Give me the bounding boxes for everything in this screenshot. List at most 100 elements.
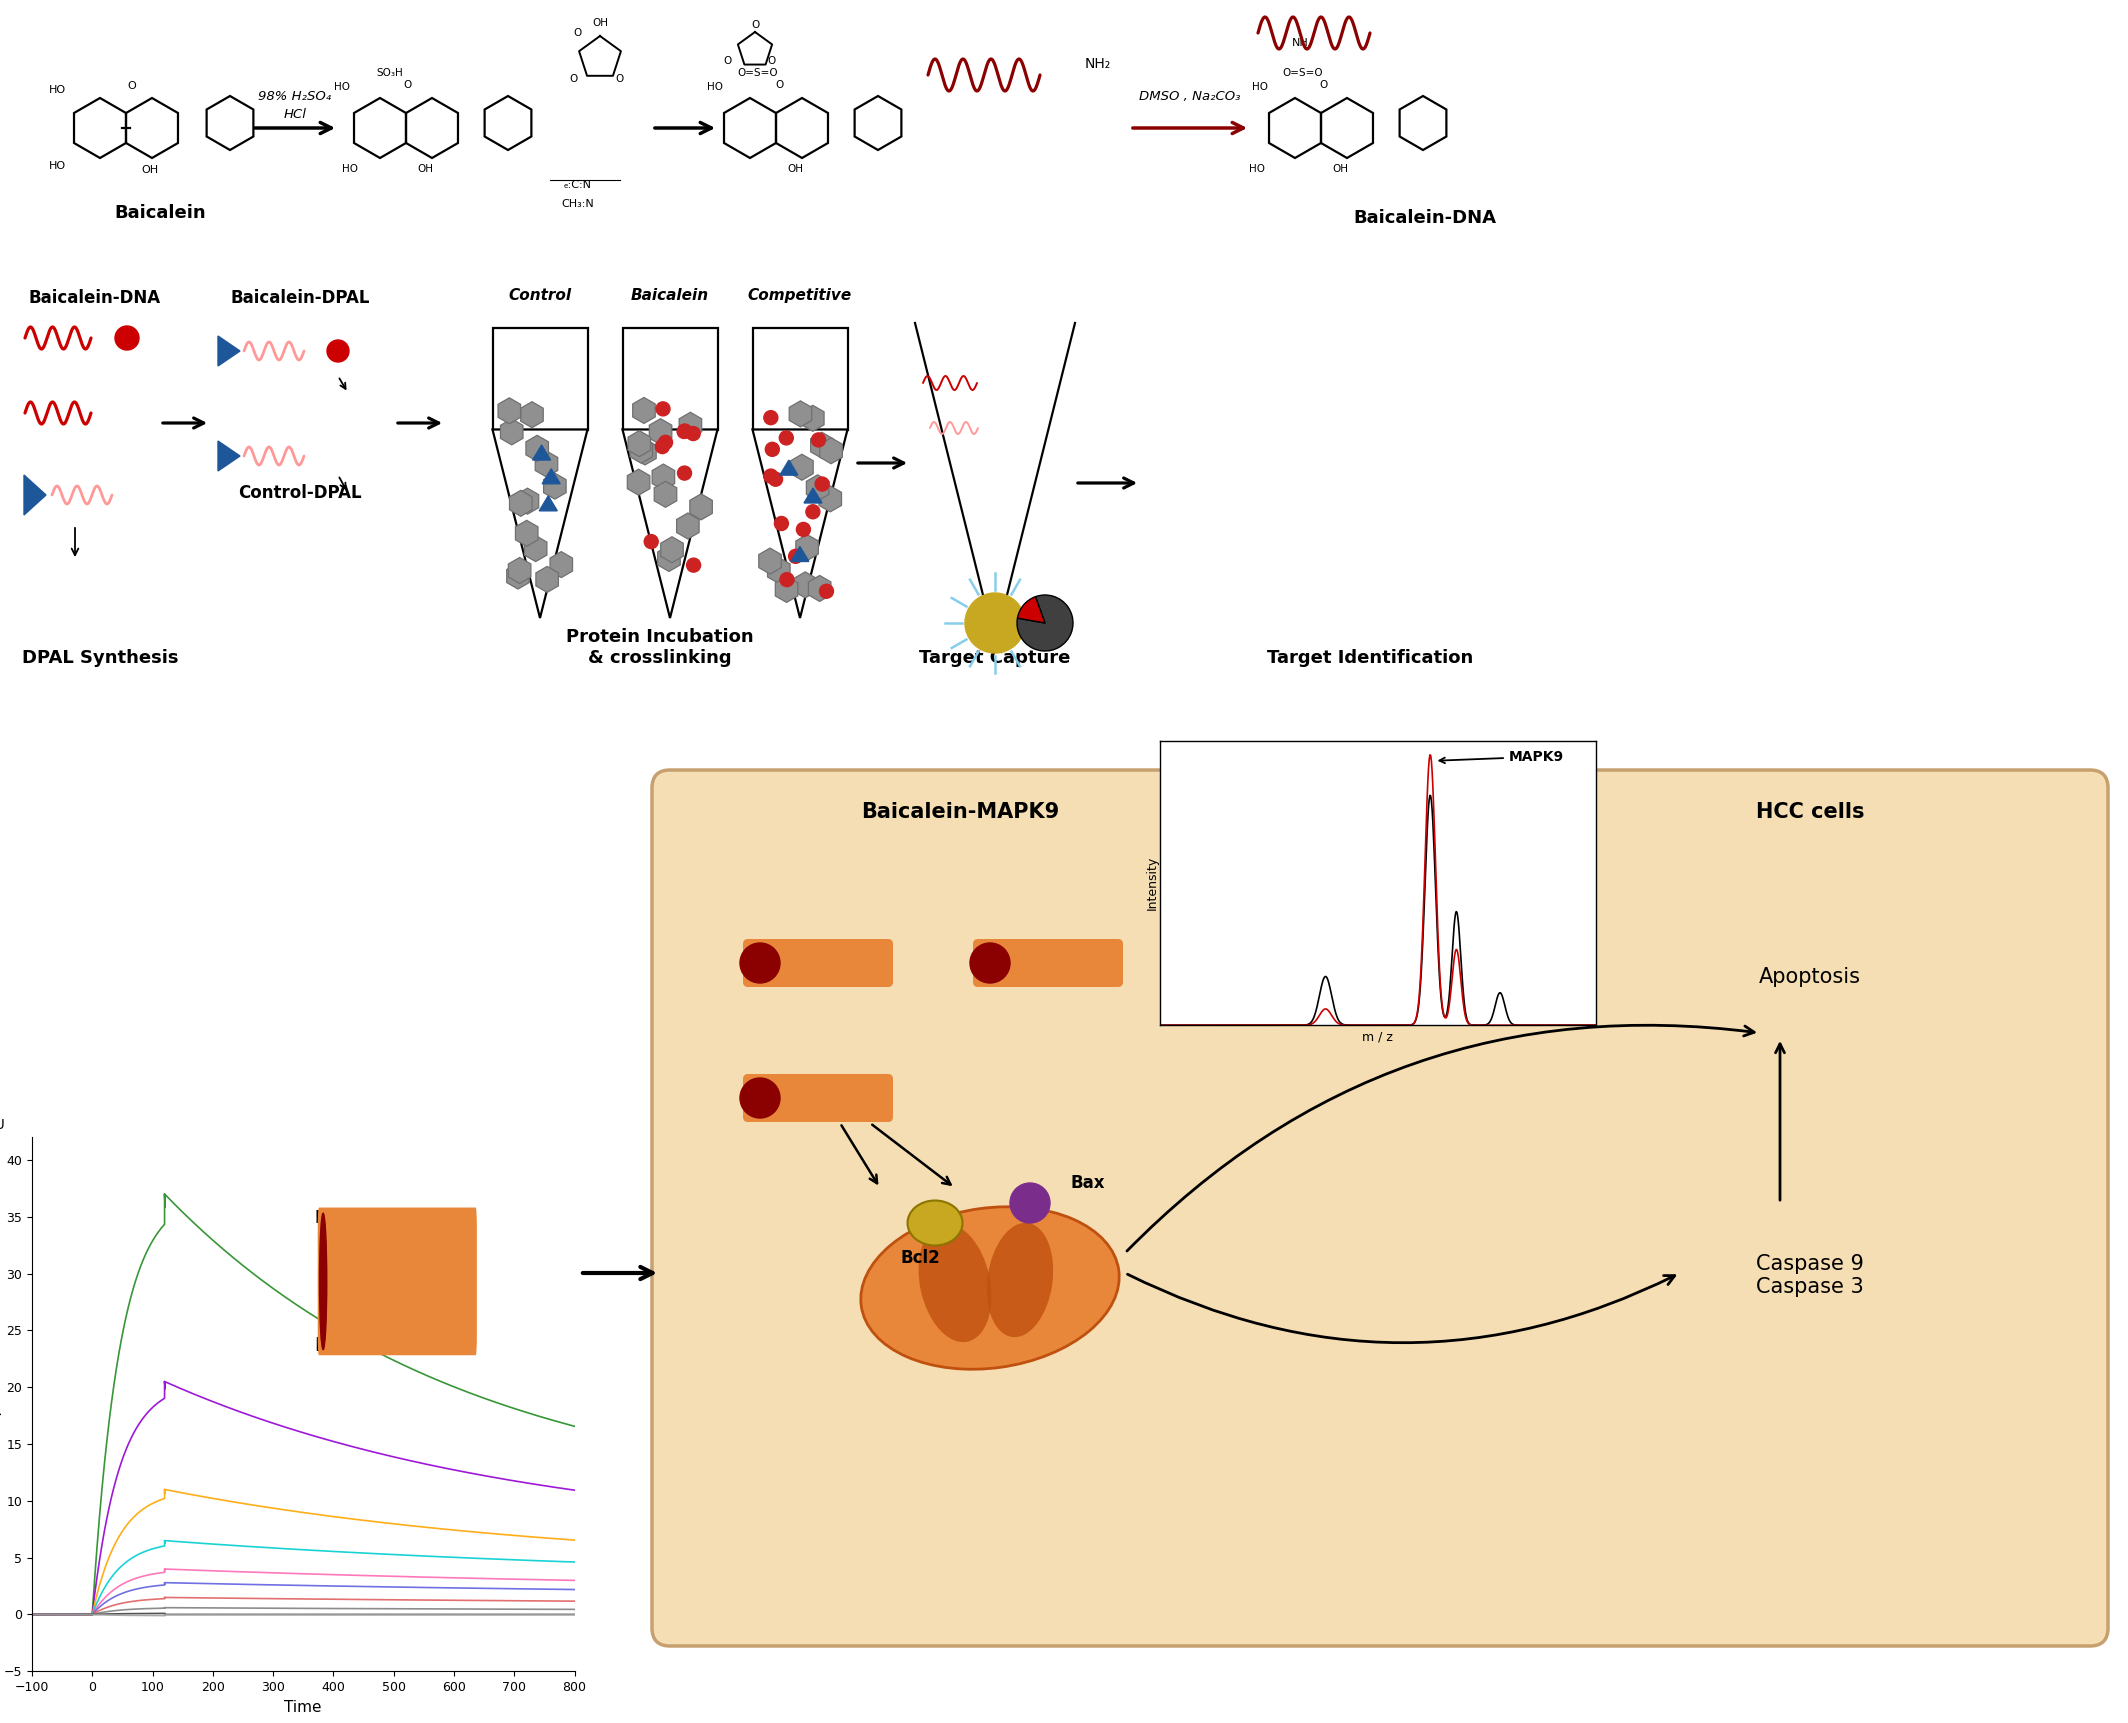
Ellipse shape bbox=[862, 1206, 1119, 1370]
Text: HO: HO bbox=[49, 84, 66, 95]
Polygon shape bbox=[498, 398, 521, 424]
Circle shape bbox=[687, 558, 700, 572]
Polygon shape bbox=[532, 445, 551, 460]
Circle shape bbox=[964, 593, 1026, 653]
Circle shape bbox=[655, 401, 670, 415]
Y-axis label: Intensity: Intensity bbox=[1145, 856, 1158, 910]
Polygon shape bbox=[794, 572, 817, 598]
Circle shape bbox=[970, 942, 1011, 984]
Text: HO: HO bbox=[334, 83, 349, 91]
Text: O: O bbox=[1319, 79, 1328, 90]
Circle shape bbox=[766, 443, 779, 457]
Polygon shape bbox=[658, 546, 681, 572]
Polygon shape bbox=[796, 534, 819, 560]
Text: HCC cells: HCC cells bbox=[1756, 801, 1864, 822]
Polygon shape bbox=[217, 336, 240, 365]
Ellipse shape bbox=[907, 1201, 962, 1246]
Text: O: O bbox=[751, 21, 760, 29]
Text: Baicalein: Baicalein bbox=[630, 288, 709, 303]
Ellipse shape bbox=[919, 1223, 992, 1342]
Text: MAPK9: MAPK9 bbox=[1439, 750, 1564, 763]
Polygon shape bbox=[689, 495, 713, 520]
Text: O: O bbox=[404, 79, 413, 90]
Polygon shape bbox=[760, 548, 781, 574]
Circle shape bbox=[679, 424, 692, 438]
Polygon shape bbox=[779, 460, 798, 476]
Polygon shape bbox=[526, 436, 549, 462]
Polygon shape bbox=[523, 536, 547, 562]
Text: HO: HO bbox=[49, 160, 66, 171]
Polygon shape bbox=[649, 419, 672, 445]
Text: HO: HO bbox=[1251, 83, 1268, 91]
Wedge shape bbox=[1017, 594, 1073, 651]
Text: HCl: HCl bbox=[283, 109, 306, 121]
Circle shape bbox=[741, 942, 781, 984]
Polygon shape bbox=[543, 474, 566, 500]
Text: OH: OH bbox=[787, 164, 802, 174]
Polygon shape bbox=[792, 455, 813, 481]
Text: O: O bbox=[128, 81, 136, 91]
Circle shape bbox=[677, 467, 692, 481]
Text: Target Capture: Target Capture bbox=[919, 650, 1070, 667]
Polygon shape bbox=[807, 476, 830, 501]
Circle shape bbox=[319, 1213, 328, 1349]
Polygon shape bbox=[679, 412, 702, 438]
FancyBboxPatch shape bbox=[317, 1208, 477, 1356]
Polygon shape bbox=[628, 431, 651, 457]
Polygon shape bbox=[630, 438, 653, 463]
Polygon shape bbox=[500, 419, 523, 445]
Text: O=S=O: O=S=O bbox=[738, 67, 779, 78]
Text: RU: RU bbox=[0, 1118, 6, 1132]
Polygon shape bbox=[653, 481, 677, 507]
Polygon shape bbox=[634, 439, 655, 465]
Text: O: O bbox=[575, 28, 583, 38]
Polygon shape bbox=[632, 398, 655, 424]
Text: Baicalein-DPAL: Baicalein-DPAL bbox=[230, 289, 370, 307]
Circle shape bbox=[741, 1079, 781, 1118]
Circle shape bbox=[115, 326, 138, 350]
Polygon shape bbox=[217, 441, 240, 470]
Polygon shape bbox=[789, 401, 811, 427]
Circle shape bbox=[775, 517, 787, 531]
Circle shape bbox=[685, 427, 700, 441]
Polygon shape bbox=[492, 429, 587, 619]
Circle shape bbox=[764, 469, 779, 482]
Text: HO: HO bbox=[343, 164, 358, 174]
Text: OH: OH bbox=[592, 17, 609, 28]
Text: Protein Incubation
& crosslinking: Protein Incubation & crosslinking bbox=[566, 629, 753, 667]
X-axis label: m / z: m / z bbox=[1362, 1030, 1394, 1044]
Text: ₑ:C:N: ₑ:C:N bbox=[564, 179, 592, 190]
Circle shape bbox=[677, 424, 692, 438]
Text: OH: OH bbox=[140, 165, 160, 176]
Polygon shape bbox=[775, 577, 798, 603]
X-axis label: Time: Time bbox=[285, 1699, 321, 1714]
Circle shape bbox=[655, 439, 670, 453]
Polygon shape bbox=[509, 558, 530, 584]
Text: OH: OH bbox=[417, 164, 432, 174]
Circle shape bbox=[328, 339, 349, 362]
Text: O=S=O: O=S=O bbox=[1283, 67, 1324, 78]
Circle shape bbox=[796, 522, 811, 536]
Polygon shape bbox=[23, 476, 47, 515]
Polygon shape bbox=[515, 520, 538, 546]
Polygon shape bbox=[517, 488, 538, 513]
Polygon shape bbox=[753, 429, 847, 619]
Text: Kd=89.7nM: Kd=89.7nM bbox=[315, 1335, 440, 1354]
Text: O: O bbox=[724, 57, 732, 65]
Text: OH: OH bbox=[1332, 164, 1347, 174]
Circle shape bbox=[807, 505, 819, 519]
Circle shape bbox=[764, 410, 779, 424]
Text: HO: HO bbox=[706, 83, 724, 91]
Text: SO₃H: SO₃H bbox=[377, 67, 404, 78]
Ellipse shape bbox=[987, 1223, 1053, 1337]
FancyBboxPatch shape bbox=[651, 770, 2109, 1645]
Polygon shape bbox=[809, 575, 830, 601]
Polygon shape bbox=[538, 496, 558, 510]
Polygon shape bbox=[660, 538, 683, 563]
Circle shape bbox=[779, 431, 794, 445]
Text: Bax: Bax bbox=[1070, 1173, 1104, 1192]
FancyBboxPatch shape bbox=[743, 1073, 894, 1122]
Circle shape bbox=[1011, 1184, 1049, 1223]
Polygon shape bbox=[651, 463, 675, 489]
Text: Target Identification: Target Identification bbox=[1266, 650, 1473, 667]
